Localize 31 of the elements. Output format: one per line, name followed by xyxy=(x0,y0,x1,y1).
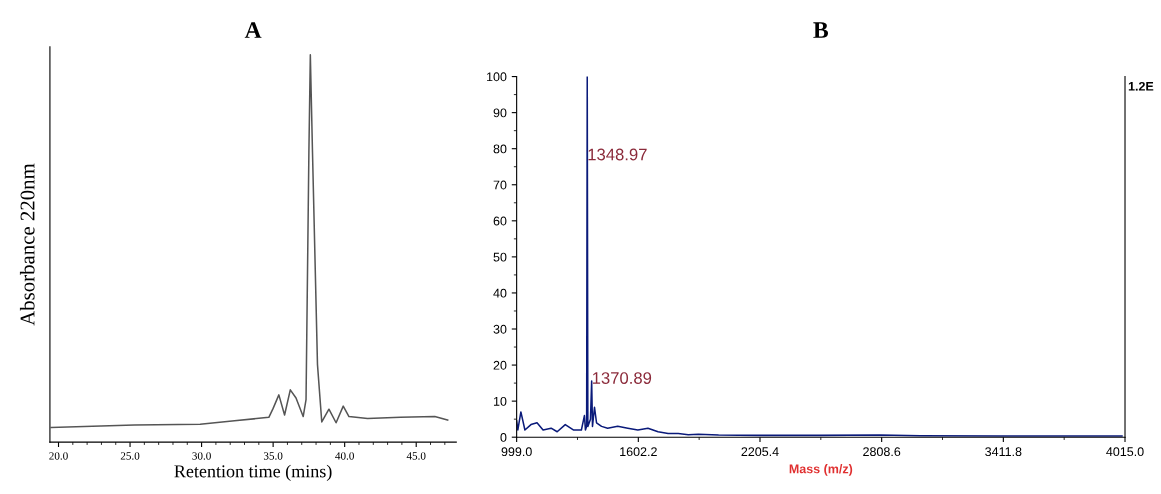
y-tick-label: 80 xyxy=(493,144,507,154)
y-tick-label: 0 xyxy=(500,432,507,442)
y-axis-title: Absorbance 220nm xyxy=(19,163,35,326)
x-tick-label: 20.0 xyxy=(49,452,68,460)
x-tick-label: 1602.2 xyxy=(620,447,657,457)
text: 1.2E xyxy=(1128,81,1154,91)
y-tick-label: 40 xyxy=(493,288,507,298)
x-tick-label: 30.0 xyxy=(192,452,211,460)
x-tick-label: 3411.8 xyxy=(985,447,1022,457)
x-tick-label: 4015.0 xyxy=(1106,447,1144,457)
y-tick-label: 50 xyxy=(493,252,507,262)
annotation: 1370.89 xyxy=(592,372,652,384)
chart-title: B xyxy=(813,22,829,38)
y-tick-label: 60 xyxy=(493,216,507,226)
x-tick-label: 35.0 xyxy=(263,452,283,460)
y-tick-label: 90 xyxy=(493,108,507,118)
y-tick-label: 100 xyxy=(487,72,507,82)
x-tick-label: 45.0 xyxy=(406,452,426,460)
y-tick-label: 30 xyxy=(493,324,507,334)
y-tick-label: 70 xyxy=(493,180,507,190)
y-tick-label: 20 xyxy=(493,360,507,370)
y-tick-label: 10 xyxy=(493,396,507,406)
x-tick-label: 2808.6 xyxy=(863,447,901,457)
x-axis-title: Retention time (mins) xyxy=(174,464,332,482)
x-tick-label: 40.0 xyxy=(335,452,354,460)
chart-title: A xyxy=(244,22,262,38)
x-tick-label: 25.0 xyxy=(120,452,140,460)
x-tick-label: 999.0 xyxy=(501,447,532,457)
x-axis-title: Mass (m/z) xyxy=(789,464,853,476)
annotation: 1348.97 xyxy=(588,148,647,161)
x-tick-label: 2205.4 xyxy=(741,447,779,457)
